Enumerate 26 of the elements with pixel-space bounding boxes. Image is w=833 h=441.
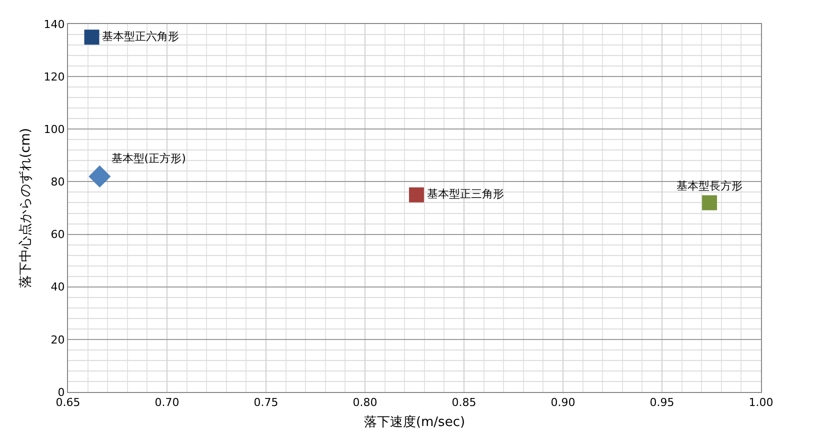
- x-tick-label: 0.80: [352, 396, 378, 410]
- point: [702, 195, 718, 210]
- x-tick-label: 1.00: [748, 396, 774, 410]
- point: [84, 30, 100, 45]
- x-tick-label: 0.70: [154, 396, 180, 410]
- x-tick-label: 0.90: [550, 396, 576, 410]
- y-tick-label: 80: [50, 176, 65, 189]
- x-tick-label: 0.85: [452, 396, 476, 410]
- y-tick-label: 0: [58, 386, 65, 399]
- x-axis-title: 落下速度(m/sec): [364, 414, 466, 430]
- x-tick-label: 0.75: [254, 396, 278, 410]
- series-label: 基本型正三角形: [426, 188, 504, 201]
- series-label: 基本型正六角形: [102, 30, 180, 43]
- y-axis-title: 落下中心点からのずれ(cm): [18, 128, 34, 288]
- y-tick-label: 100: [44, 122, 65, 136]
- x-tick-label: 0.65: [56, 396, 80, 410]
- y-tick-label: 120: [44, 70, 65, 84]
- series-label: 基本型長方形: [676, 180, 743, 193]
- y-tick-label: 140: [44, 18, 65, 31]
- point: [408, 187, 424, 202]
- y-tick-label: 60: [50, 228, 65, 242]
- x-tick-label: 0.95: [650, 396, 674, 410]
- series-label: 基本型(正方形): [111, 152, 186, 166]
- y-tick-label: 40: [50, 280, 65, 294]
- y-tick-label: 20: [50, 333, 65, 346]
- point: [88, 165, 111, 188]
